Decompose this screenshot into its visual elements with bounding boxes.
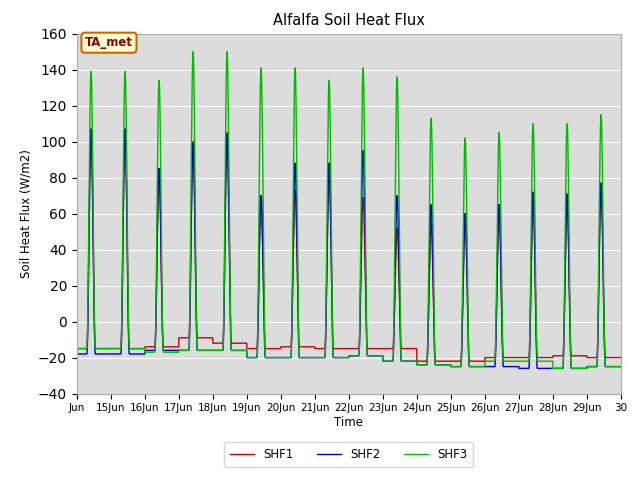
SHF2 [612, 364, 620, 370]
SHF3 [617, 364, 625, 370]
SHF3 [317, 355, 324, 360]
SHF3 [202, 348, 210, 353]
SHF3 [549, 366, 557, 372]
SHF1 [317, 346, 324, 351]
Title: Alfalfa Soil Heat Flux: Alfalfa Soil Heat Flux [273, 13, 425, 28]
SHF2 [121, 126, 129, 132]
Y-axis label: Soil Heat Flux (W/m2): Soil Heat Flux (W/m2) [19, 149, 33, 278]
Line: SHF1: SHF1 [77, 129, 621, 361]
Text: TA_met: TA_met [85, 36, 133, 49]
SHF2 [278, 355, 286, 360]
SHF2 [317, 355, 324, 360]
Line: SHF3: SHF3 [77, 52, 621, 369]
SHF1 [121, 126, 129, 132]
SHF1 [200, 335, 207, 341]
SHF1 [205, 335, 212, 341]
Line: SHF2: SHF2 [77, 129, 621, 369]
SHF3 [205, 348, 212, 353]
SHF2 [202, 348, 210, 353]
SHF1 [612, 355, 620, 360]
Legend: SHF1, SHF2, SHF3: SHF1, SHF2, SHF3 [225, 442, 473, 467]
X-axis label: Time: Time [334, 416, 364, 429]
SHF3 [199, 348, 207, 353]
SHF2 [200, 348, 207, 353]
SHF1 [202, 335, 210, 341]
SHF2 [73, 351, 81, 357]
SHF2 [515, 366, 523, 372]
SHF1 [413, 358, 420, 364]
SHF1 [617, 355, 625, 360]
SHF3 [223, 49, 231, 55]
SHF3 [73, 346, 81, 351]
SHF2 [617, 364, 625, 370]
SHF2 [205, 348, 212, 353]
SHF1 [73, 346, 81, 351]
SHF3 [278, 355, 286, 360]
SHF1 [278, 344, 286, 349]
SHF3 [612, 364, 620, 370]
